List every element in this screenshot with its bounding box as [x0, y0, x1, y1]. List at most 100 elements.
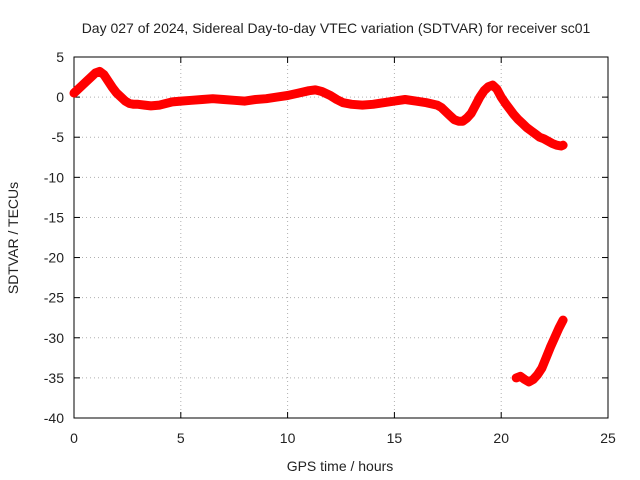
plot-frame: [73, 56, 609, 419]
y-tick-label: 0: [56, 89, 64, 105]
data-point: [319, 88, 325, 94]
y-tick-label: -30: [44, 330, 64, 346]
data-point: [263, 96, 269, 102]
data-point: [101, 72, 107, 78]
data-point: [552, 335, 558, 341]
data-point: [221, 97, 227, 103]
data-point: [539, 365, 545, 371]
data-point: [547, 344, 553, 350]
axis-ticks: 0 5 10 15 20 25 5 0 -5 -10 -15 -20 -25 -30 -35 -40: [44, 49, 616, 446]
data-point: [84, 78, 90, 84]
data-point: [118, 94, 124, 100]
data-point: [413, 98, 419, 104]
data-point: [511, 112, 517, 118]
data-point: [75, 86, 81, 92]
data-point: [468, 110, 474, 116]
data-point: [498, 94, 504, 100]
data-point: [131, 101, 137, 107]
y-tick-label: -10: [44, 169, 64, 185]
data-point: [535, 372, 541, 378]
data-point: [485, 84, 491, 90]
data-point: [274, 94, 280, 100]
data-point: [178, 98, 184, 104]
data-point: [481, 88, 487, 94]
data-point: [210, 96, 216, 102]
data-point: [549, 141, 555, 147]
data-point: [530, 376, 536, 382]
data-point: [295, 90, 301, 96]
data-point: [381, 100, 387, 106]
data-point: [370, 101, 376, 107]
data-point: [285, 93, 291, 99]
data-point: [312, 87, 318, 93]
data-point: [391, 98, 397, 104]
data-point: [148, 103, 154, 109]
y-tick-label: -25: [44, 290, 64, 306]
data-point: [455, 118, 461, 124]
data-point: [92, 70, 98, 76]
data-point: [97, 68, 103, 74]
data-point: [447, 113, 453, 119]
x-tick-label: 0: [70, 430, 78, 446]
data-point: [490, 82, 496, 88]
data-point: [560, 142, 566, 148]
data-point: [122, 98, 128, 104]
y-tick-label: -15: [44, 209, 64, 225]
data-point: [242, 98, 248, 104]
data-point: [349, 101, 355, 107]
data-point: [156, 102, 162, 108]
y-axis-label: SDTVAR / TECUs: [5, 182, 21, 294]
data-point: [88, 74, 94, 80]
data-point: [515, 117, 521, 123]
data-point: [438, 105, 444, 111]
data-point: [334, 97, 340, 103]
data-point: [520, 121, 526, 127]
chart-title: Day 027 of 2024, Sidereal Day-to-day VTE…: [82, 20, 591, 36]
data-point: [114, 90, 120, 96]
y-tick-label: 5: [56, 49, 64, 65]
data-point: [231, 97, 237, 103]
data-point: [477, 94, 483, 100]
data-point: [434, 102, 440, 108]
y-tick-label: -35: [44, 370, 64, 386]
data-point: [541, 136, 547, 142]
data-point: [537, 134, 543, 140]
data-point: [494, 86, 500, 92]
x-tick-label: 15: [387, 430, 403, 446]
data-point: [71, 90, 77, 96]
data-point: [473, 102, 479, 108]
data-point: [327, 93, 333, 99]
data-point: [556, 325, 562, 331]
y-tick-label: -20: [44, 250, 64, 266]
data-point: [340, 100, 346, 106]
grid: [74, 57, 608, 418]
data-point: [188, 97, 194, 103]
data-point: [127, 101, 133, 107]
data-point: [359, 102, 365, 108]
data-point: [141, 102, 147, 108]
x-tick-label: 10: [280, 430, 296, 446]
data-point: [163, 101, 169, 107]
data-point: [524, 125, 530, 131]
data-point: [423, 100, 429, 106]
data-point: [528, 128, 534, 134]
data-point: [460, 118, 466, 124]
data-point: [502, 101, 508, 107]
data-point: [560, 317, 566, 323]
data-point: [526, 379, 532, 385]
data-point: [253, 97, 259, 103]
data-point: [169, 99, 175, 105]
x-axis-label: GPS time / hours: [287, 458, 394, 474]
data-point: [402, 97, 408, 103]
data-point: [554, 142, 560, 148]
x-tick-label: 5: [177, 430, 185, 446]
data-point: [306, 88, 312, 94]
track-1-band: [69, 66, 568, 151]
data-point: [532, 131, 538, 137]
data-point: [451, 117, 457, 123]
x-tick-label: 20: [493, 430, 509, 446]
data-point: [517, 373, 523, 379]
data-point: [443, 109, 449, 115]
data-point: [545, 138, 551, 144]
